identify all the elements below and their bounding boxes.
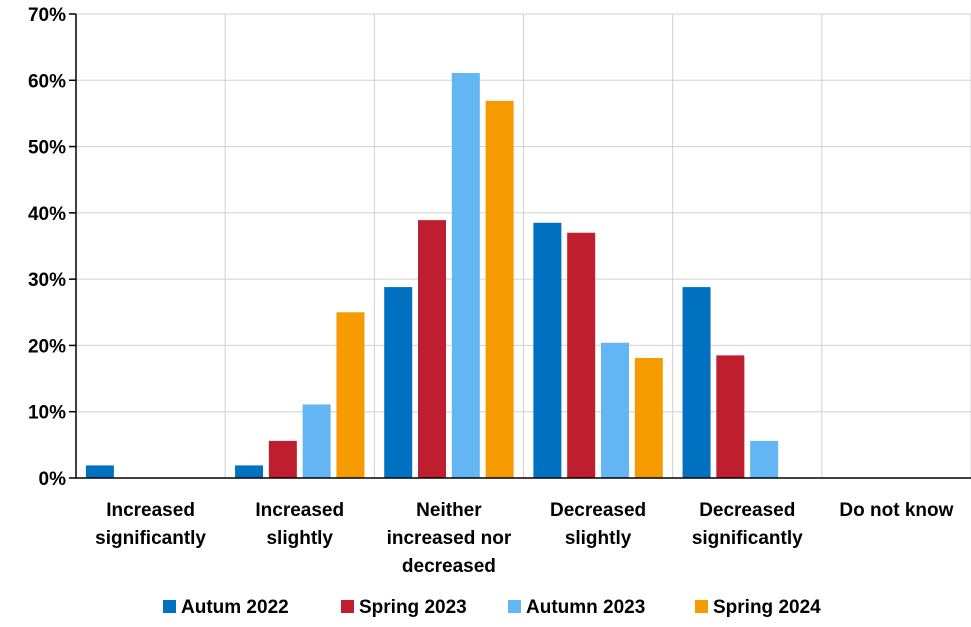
bar-autum-2022-0 [85,465,114,478]
y-tick-label: 30% [28,270,66,291]
y-tick-label: 50% [28,138,66,159]
gridlines [76,13,971,478]
bar-autumn-2023-4 [750,440,779,478]
bar-autumn-2023-1 [302,404,331,478]
bar-spring-2024-3 [634,358,663,478]
legend-item: Spring 2023 [341,597,467,618]
bar-autum-2022-3 [533,222,562,478]
legend-item: Autum 2022 [163,597,289,618]
legend-swatch [508,600,521,613]
legend-label: Autumn 2023 [526,597,645,618]
x-category-label: Neither increased nor decreased [387,500,512,577]
legend-label: Spring 2023 [359,597,467,618]
bars [85,72,779,479]
bar-autum-2022-2 [384,287,413,478]
y-tick-label: 0% [39,469,67,490]
legend-swatch [341,600,354,613]
legend-label: Spring 2024 [713,597,821,618]
y-tick-label: 40% [28,204,66,225]
bar-spring-2023-4 [716,355,745,478]
y-tick-label: 70% [28,5,66,26]
x-category-label: Increased slightly [255,500,344,549]
bar-autum-2022-1 [235,465,264,478]
y-tick-label: 20% [28,336,66,357]
x-axis-categories: Increased significantly Increased slightly N… [95,500,953,577]
legend-swatch [695,600,708,613]
y-tick-label: 10% [28,403,66,424]
legend: Autum 2022 Spring 2023 Autumn 2023 Spring 2… [163,597,821,618]
x-category-label: Do not know [839,500,953,521]
bar-spring-2023-1 [268,440,297,478]
legend-item: Autumn 2023 [508,597,645,618]
bar-autum-2022-4 [682,287,711,478]
bar-spring-2024-2 [485,100,514,478]
legend-label: Autum 2022 [181,597,289,618]
y-tick-label: 60% [28,71,66,92]
bar-autumn-2023-2 [451,72,480,478]
x-category-label: Decreased slightly [550,500,646,549]
axes [69,13,971,479]
legend-item: Spring 2024 [695,597,821,618]
bar-spring-2024-1 [336,312,365,478]
x-category-label: Increased significantly [95,500,206,549]
bar-autumn-2023-3 [600,342,629,478]
legend-swatch [163,600,176,613]
bar-spring-2023-2 [418,220,447,479]
x-category-label: Decreased significantly [692,500,803,549]
y-axis-ticks: 0% 10% 20% 30% 40% 50% 60% 70% [28,5,66,490]
bar-spring-2023-3 [567,232,596,478]
